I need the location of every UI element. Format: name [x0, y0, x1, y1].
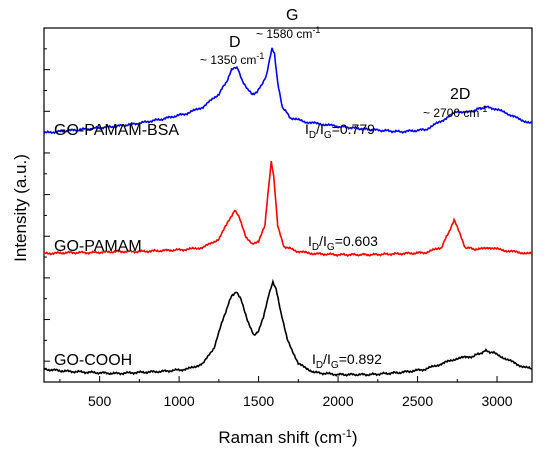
ratio-label-go-pamam: ID/IG=0.603	[308, 233, 378, 253]
x-tick-label: 3000	[481, 393, 512, 409]
spectrum-line-go-pamam	[43, 160, 533, 258]
series-label-go-pamam: GO-PAMAM	[54, 238, 142, 255]
spectrum-line-go-pamam-bsa	[43, 47, 533, 135]
peak-name-2d: 2D	[450, 86, 470, 103]
series-label-go-pamam-bsa: GO-PAMAM-BSA	[54, 122, 179, 139]
peak-position-g: ~ 1580 cm-1	[256, 25, 320, 41]
x-tick-label: 1000	[164, 393, 195, 409]
ratio-label-go-pamam-bsa: ID/IG=0.779	[305, 121, 375, 141]
x-tick-label: 1500	[243, 393, 274, 409]
ratio-label-go-cooh: ID/IG=0.892	[312, 351, 382, 371]
y-axis-ticks	[44, 48, 50, 362]
peak-position-d: ~ 1350 cm-1	[200, 51, 264, 67]
peak-name-g: G	[286, 7, 298, 24]
x-tick-label: 500	[88, 393, 112, 409]
plot-frame	[43, 27, 533, 383]
x-tick-label: 2500	[402, 393, 433, 409]
x-axis-title: Raman shift (cm-1)	[218, 428, 357, 447]
peak-name-d: D	[229, 34, 241, 51]
spectrum-line-go-cooh	[43, 278, 533, 377]
y-axis-title: Intensity (a.u.)	[11, 154, 30, 262]
x-tick-label: 2000	[322, 393, 353, 409]
x-axis-ticks: 500 1000 1500 2000 2500 3000	[59, 376, 513, 409]
spectra-group	[43, 47, 533, 377]
peak-position-2d: ~ 2700 cm-1	[423, 104, 487, 120]
series-label-go-cooh: GO-COOH	[54, 352, 132, 369]
